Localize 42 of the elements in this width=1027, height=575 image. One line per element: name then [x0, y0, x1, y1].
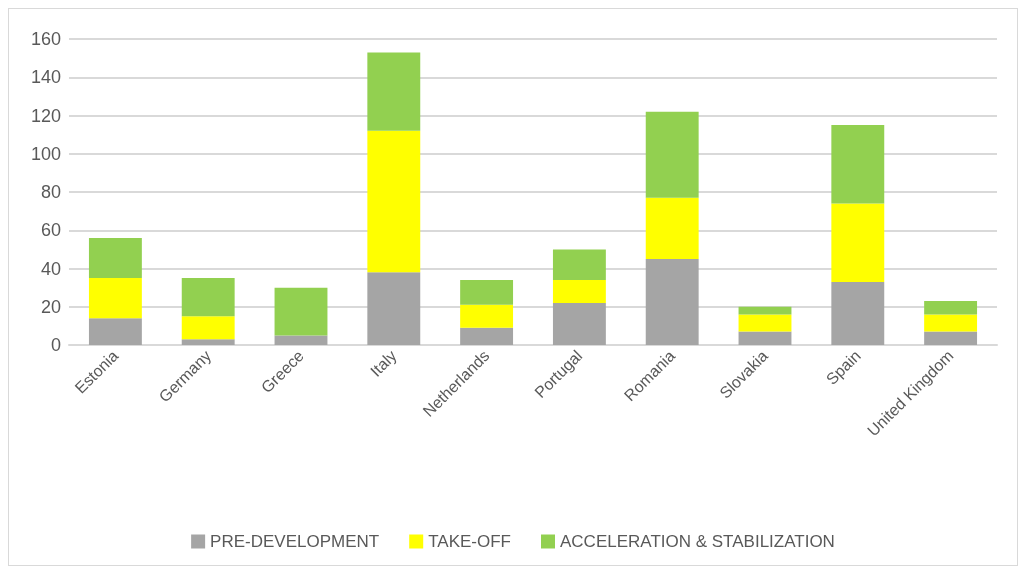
bar [738, 331, 792, 345]
bar [738, 314, 792, 332]
bar [645, 258, 699, 345]
bar [552, 249, 606, 280]
bar [924, 301, 978, 315]
y-tick-label: 20 [40, 296, 61, 317]
bar [552, 302, 606, 345]
bar [460, 327, 514, 345]
y-tick-label: 160 [30, 29, 61, 49]
legend-label: PRE-DEVELOPMENT [210, 532, 380, 551]
bar [645, 111, 699, 198]
bar [831, 281, 885, 345]
bar [831, 203, 885, 282]
bar [367, 272, 421, 345]
y-tick-label: 60 [40, 220, 61, 241]
bar [460, 279, 514, 305]
bar [181, 278, 235, 317]
bar [460, 304, 514, 328]
bar [181, 316, 235, 340]
bar [274, 335, 328, 345]
bar [88, 318, 142, 345]
bar [831, 125, 885, 204]
bar [274, 287, 328, 336]
bar [552, 279, 606, 303]
y-tick-label: 0 [50, 335, 61, 355]
bar [88, 237, 142, 279]
bar [924, 331, 978, 345]
bar [181, 339, 235, 345]
y-tick-label: 140 [30, 67, 61, 88]
legend-label: TAKE-OFF [428, 532, 511, 551]
legend-label: ACCELERATION & STABILIZATION [560, 532, 835, 551]
y-tick-label: 40 [40, 258, 61, 279]
x-tick-label: Italy [367, 346, 400, 380]
y-tick-label: 100 [30, 143, 61, 164]
bar [367, 52, 421, 131]
y-tick-label: 120 [30, 105, 61, 126]
bar [738, 306, 792, 315]
bar [645, 197, 699, 259]
bar [367, 130, 421, 273]
y-tick-label: 80 [40, 182, 61, 202]
bar [924, 314, 978, 332]
bar [88, 278, 142, 319]
